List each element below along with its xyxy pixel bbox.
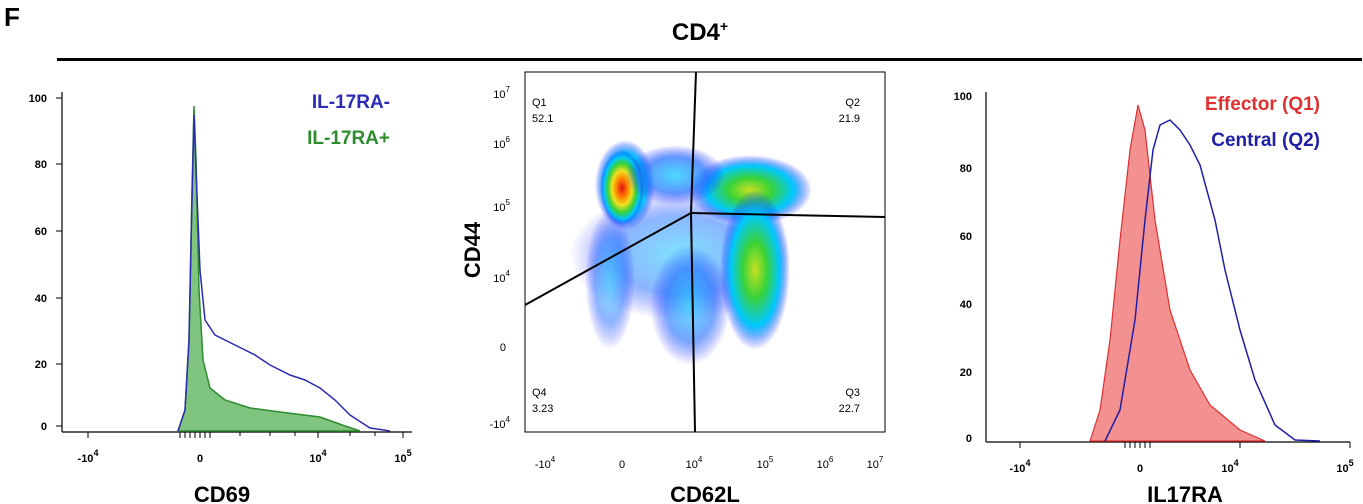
y-axis-label: CD44 <box>460 221 485 278</box>
y-tick: 100 <box>29 93 47 105</box>
svg-text:-104: -104 <box>1010 458 1031 475</box>
q3-label: Q3 <box>845 387 860 399</box>
q4-value: 3.23 <box>532 403 553 415</box>
quadrant-gates <box>524 71 886 433</box>
svg-text:80: 80 <box>960 163 972 175</box>
x-tick: 104 <box>309 448 326 465</box>
q2-label: Q2 <box>845 97 860 109</box>
q4-label: Q4 <box>532 387 547 399</box>
cd69-histogram: 100 80 60 40 20 0 -104 0 104 105 IL-17RA… <box>29 92 412 504</box>
plot-frame <box>524 71 886 433</box>
series-il17ra-neg <box>177 114 391 432</box>
svg-text:107: 107 <box>867 455 884 471</box>
svg-text:0: 0 <box>619 459 625 471</box>
legend-central: Central (Q2) <box>1211 130 1320 151</box>
svg-text:0: 0 <box>1137 463 1143 475</box>
y-axis: 100 80 60 40 20 0 <box>954 91 987 445</box>
svg-text:40: 40 <box>960 299 972 311</box>
series-effector <box>1089 104 1266 442</box>
x-axis-label: IL17RA <box>1147 482 1223 504</box>
group-title-text: CD4 <box>671 19 720 46</box>
cd62l-cd44-scatter: Q1 52.1 Q2 21.9 Q3 22.7 Q4 3.23 107 106 … <box>460 71 886 504</box>
svg-text:106: 106 <box>817 455 834 471</box>
y-tick: 0 <box>41 421 47 433</box>
svg-text:-104: -104 <box>490 415 511 431</box>
svg-text:104: 104 <box>686 455 703 471</box>
q1-value: 52.1 <box>532 113 553 125</box>
legend-il17ra-neg: IL-17RA- <box>312 92 390 113</box>
q1-label: Q1 <box>532 97 547 109</box>
y-tick: 60 <box>35 226 47 238</box>
legend-il17ra-pos: IL-17RA+ <box>307 128 390 149</box>
density-cloud <box>570 140 812 365</box>
series-central <box>1104 119 1321 442</box>
y-axis: 100 80 60 40 20 0 <box>29 92 63 433</box>
svg-text:105: 105 <box>493 198 510 214</box>
q3-value: 22.7 <box>839 403 860 415</box>
svg-text:20: 20 <box>960 367 972 379</box>
group-title: CD4+ <box>600 18 800 47</box>
x-tick: -104 <box>78 448 99 465</box>
svg-text:106: 106 <box>493 135 510 151</box>
svg-text:100: 100 <box>954 91 972 103</box>
x-tick: 0 <box>197 453 203 465</box>
x-axis: -104 0 104 105 <box>986 441 1354 475</box>
x-axis: -104 0 104 105 <box>62 431 412 465</box>
svg-text:60: 60 <box>960 231 972 243</box>
group-title-sup: + <box>719 18 729 34</box>
svg-text:-104: -104 <box>535 455 556 471</box>
legend-effector: Effector (Q1) <box>1205 94 1320 115</box>
svg-text:104: 104 <box>1221 458 1238 475</box>
svg-text:0: 0 <box>966 433 972 445</box>
y-axis: 107 106 105 104 0 -104 <box>490 85 511 431</box>
y-tick: 20 <box>35 359 47 371</box>
svg-text:0: 0 <box>500 342 506 354</box>
panel-letter: F <box>4 2 20 32</box>
svg-text:105: 105 <box>757 455 774 471</box>
x-axis-label: CD62L <box>670 482 740 504</box>
x-tick: 105 <box>394 448 411 465</box>
q2-value: 21.9 <box>839 113 860 125</box>
il17ra-histogram: 100 80 60 40 20 0 -104 0 104 105 Effecto… <box>954 91 1354 504</box>
y-tick: 40 <box>35 293 47 305</box>
x-axis: -104 0 104 105 106 107 <box>535 455 884 471</box>
x-axis-label: CD69 <box>194 482 250 504</box>
svg-text:105: 105 <box>1336 458 1353 475</box>
y-tick: 80 <box>35 159 47 171</box>
group-divider-line <box>57 58 1362 61</box>
svg-text:107: 107 <box>493 85 510 101</box>
svg-text:104: 104 <box>493 269 510 285</box>
series-il17ra-pos <box>176 105 361 432</box>
